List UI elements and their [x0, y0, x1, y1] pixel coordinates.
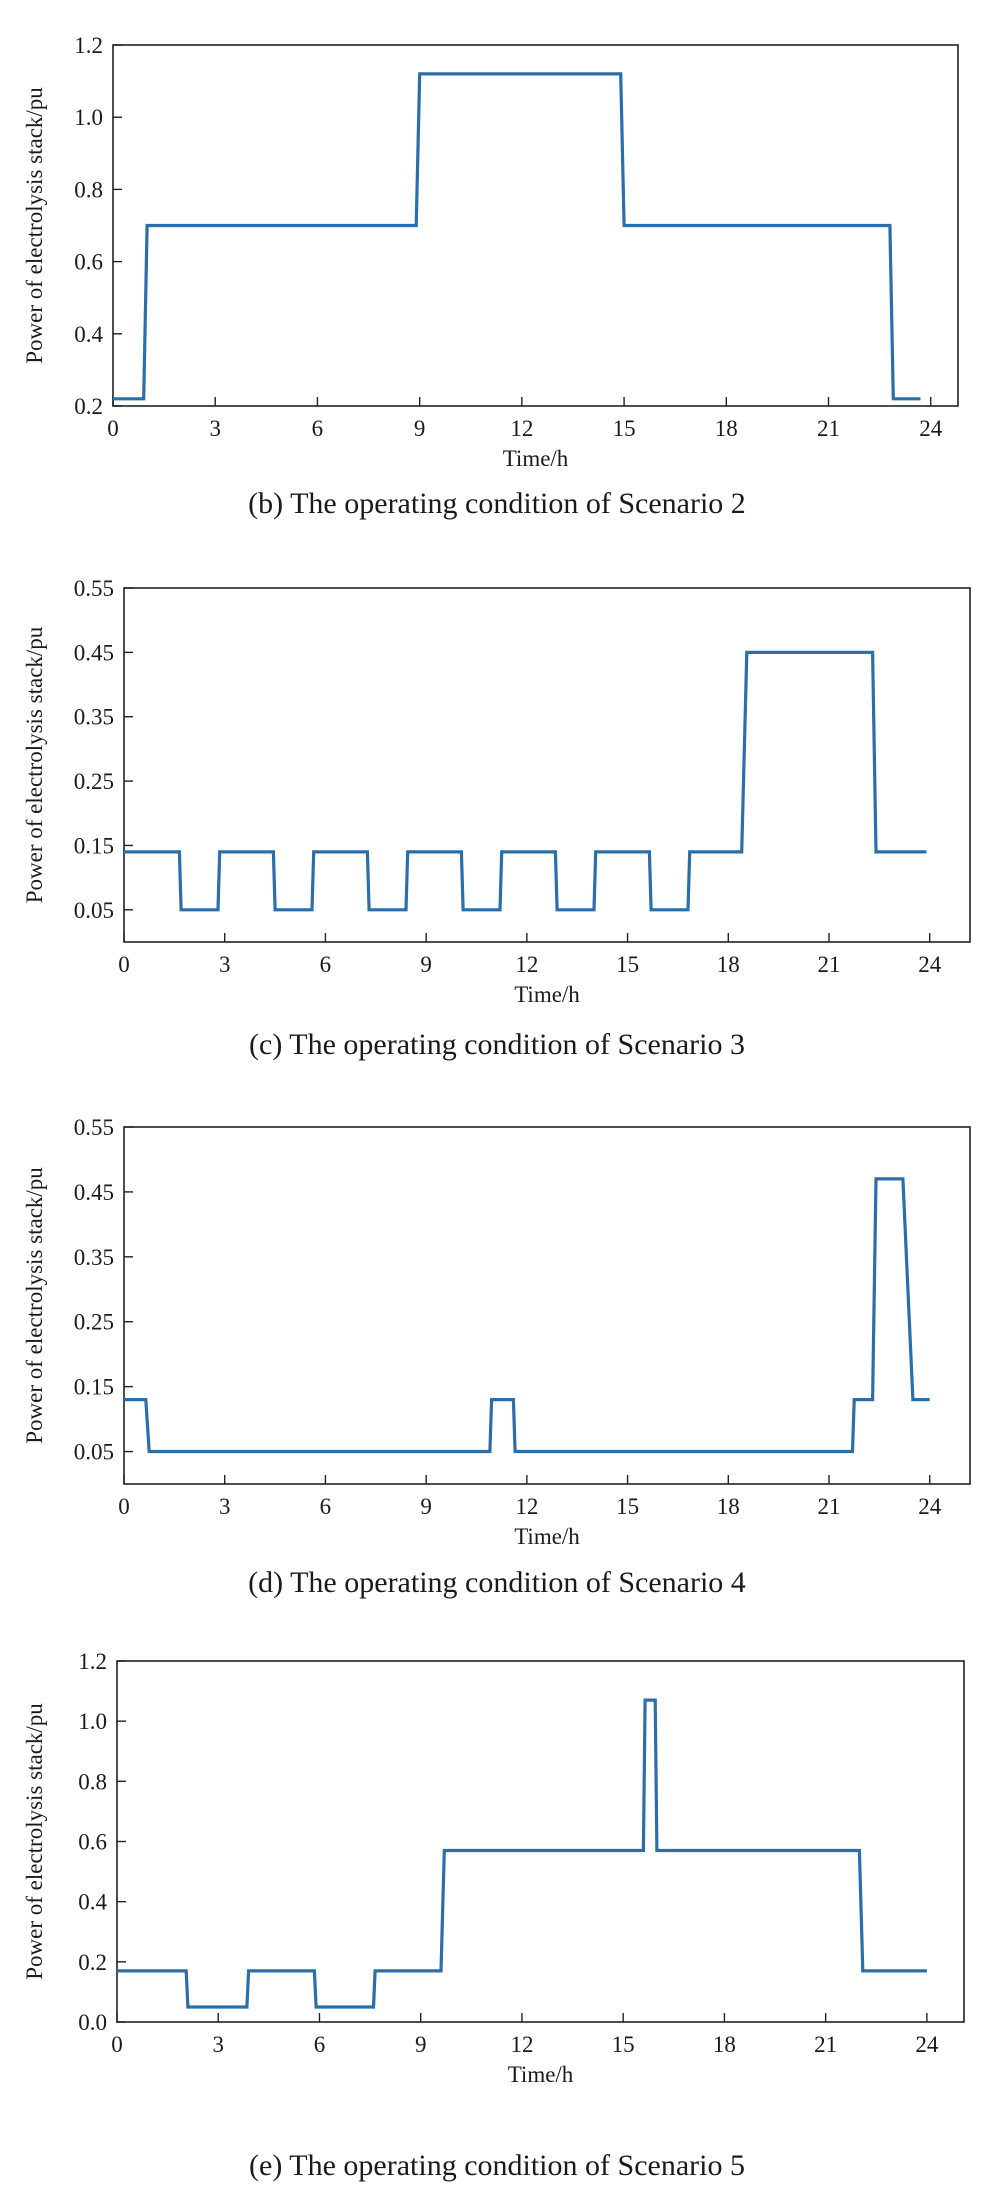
x-tick-label: 9	[414, 416, 426, 441]
series-line	[113, 72, 921, 401]
y-tick-label: 1.0	[74, 105, 103, 130]
y-tick-label: 0.45	[74, 640, 114, 665]
x-axis-label: Time/h	[514, 1524, 580, 1549]
x-tick-label: 15	[616, 1494, 639, 1519]
x-tick-label: 12	[510, 416, 533, 441]
x-tick-label: 3	[209, 416, 221, 441]
plot-frame	[123, 1126, 971, 1485]
x-tick-label: 18	[715, 416, 738, 441]
chart-panel-3: 0 3 6 9 12 15 18 21 24 0.05 0.15 0.25 0.35 0.45 0.55 Ti…	[22, 1115, 971, 1599]
y-tick-label: 0.25	[74, 1310, 114, 1335]
chart-panel-4: 0 3 6 9 12 15 18 21 24 0.0 0.2 0.4 0.6 0.8 1.0 1.2 Time/…	[22, 1649, 965, 2182]
x-tick-label: 21	[818, 1494, 841, 1519]
x-tick-label: 24	[919, 416, 943, 441]
series-line	[124, 1177, 930, 1454]
y-tick-label: 0.25	[74, 769, 114, 794]
y-tick-label: 1.2	[78, 1649, 107, 1674]
x-tick-label: 21	[818, 952, 841, 977]
y-tick-label: 0.2	[78, 1950, 107, 1975]
y-tick-label: 0.35	[74, 705, 114, 730]
x-tick-label: 21	[817, 416, 840, 441]
series-line	[117, 1698, 927, 2009]
y-tick-label: 0.55	[74, 576, 114, 601]
chart-caption: (e) The operating condition of Scenario …	[249, 2149, 745, 2182]
x-tick-label: 15	[613, 416, 636, 441]
y-axis-label: Power of electrolysis stack/pu	[22, 87, 47, 364]
x-tick-label: 3	[219, 952, 231, 977]
y-tick-label: 0.8	[78, 1769, 107, 1794]
y-tick-label: 0.15	[74, 833, 114, 858]
x-tick-label: 3	[212, 2032, 224, 2057]
chart-caption: (b) The operating condition of Scenario …	[248, 487, 746, 520]
x-tick-label: 9	[415, 2032, 427, 2057]
y-tick-label: 0.35	[74, 1245, 114, 1270]
y-axis-label: Power of electrolysis stack/pu	[22, 1167, 47, 1444]
x-tick-label: 6	[320, 1494, 332, 1519]
y-tick-label: 0.05	[74, 898, 114, 923]
plot-frame	[123, 587, 971, 943]
y-tick-label: 0.15	[74, 1375, 114, 1400]
x-tick-label: 12	[515, 1494, 538, 1519]
y-axis-label: Power of electrolysis stack/pu	[22, 1703, 47, 1980]
chart-caption: (c) The operating condition of Scenario …	[249, 1028, 745, 1061]
x-tick-label: 24	[918, 952, 942, 977]
x-axis-label: Time/h	[503, 446, 569, 471]
x-tick-label: 6	[320, 952, 332, 977]
x-tick-label: 6	[312, 416, 324, 441]
x-tick-label: 12	[510, 2032, 533, 2057]
x-tick-label: 0	[111, 2032, 123, 2057]
y-axis-label: Power of electrolysis stack/pu	[22, 626, 47, 903]
y-tick-label: 0.45	[74, 1180, 114, 1205]
chart-panel-2: 0 3 6 9 12 15 18 21 24 0.05 0.15 0.25 0.35 0.45 0.55 Ti…	[22, 576, 971, 1061]
y-tick-label: 0.55	[74, 1115, 114, 1140]
x-tick-label: 21	[814, 2032, 837, 2057]
x-tick-label: 18	[717, 1494, 740, 1519]
series-line	[124, 650, 927, 912]
y-tick-label: 0.05	[74, 1440, 114, 1465]
plot-frame	[112, 44, 959, 407]
x-tick-label: 0	[118, 952, 130, 977]
plot-frame	[116, 1660, 965, 2023]
y-tick-label: 1.0	[78, 1709, 107, 1734]
x-tick-label: 6	[314, 2032, 326, 2057]
x-tick-label: 9	[420, 1494, 432, 1519]
x-tick-label: 12	[515, 952, 538, 977]
x-tick-label: 3	[219, 1494, 231, 1519]
x-tick-label: 0	[118, 1494, 130, 1519]
x-tick-label: 0	[107, 416, 119, 441]
x-tick-label: 15	[612, 2032, 635, 2057]
x-tick-label: 24	[918, 1494, 942, 1519]
x-axis-label: Time/h	[514, 982, 580, 1007]
y-tick-label: 0.4	[74, 322, 103, 347]
chart-panel-1: 0 3 6 9 12 15 18 21 24 0.2 0.4 0.6 0.8 1.0 1.2 Time/h Po…	[22, 33, 959, 520]
y-tick-label: 1.2	[74, 33, 103, 58]
y-tick-label: 0.2	[74, 394, 103, 419]
y-tick-label: 0.0	[78, 2010, 107, 2035]
x-tick-label: 18	[717, 952, 740, 977]
x-tick-label: 18	[713, 2032, 736, 2057]
x-tick-label: 24	[915, 2032, 939, 2057]
x-tick-label: 15	[616, 952, 639, 977]
y-tick-label: 0.6	[74, 250, 103, 275]
y-tick-label: 0.4	[78, 1890, 107, 1915]
y-tick-label: 0.6	[78, 1830, 107, 1855]
y-tick-label: 0.8	[74, 177, 103, 202]
x-axis-label: Time/h	[508, 2062, 574, 2087]
chart-caption: (d) The operating condition of Scenario …	[248, 1566, 746, 1599]
x-tick-label: 9	[420, 952, 432, 977]
